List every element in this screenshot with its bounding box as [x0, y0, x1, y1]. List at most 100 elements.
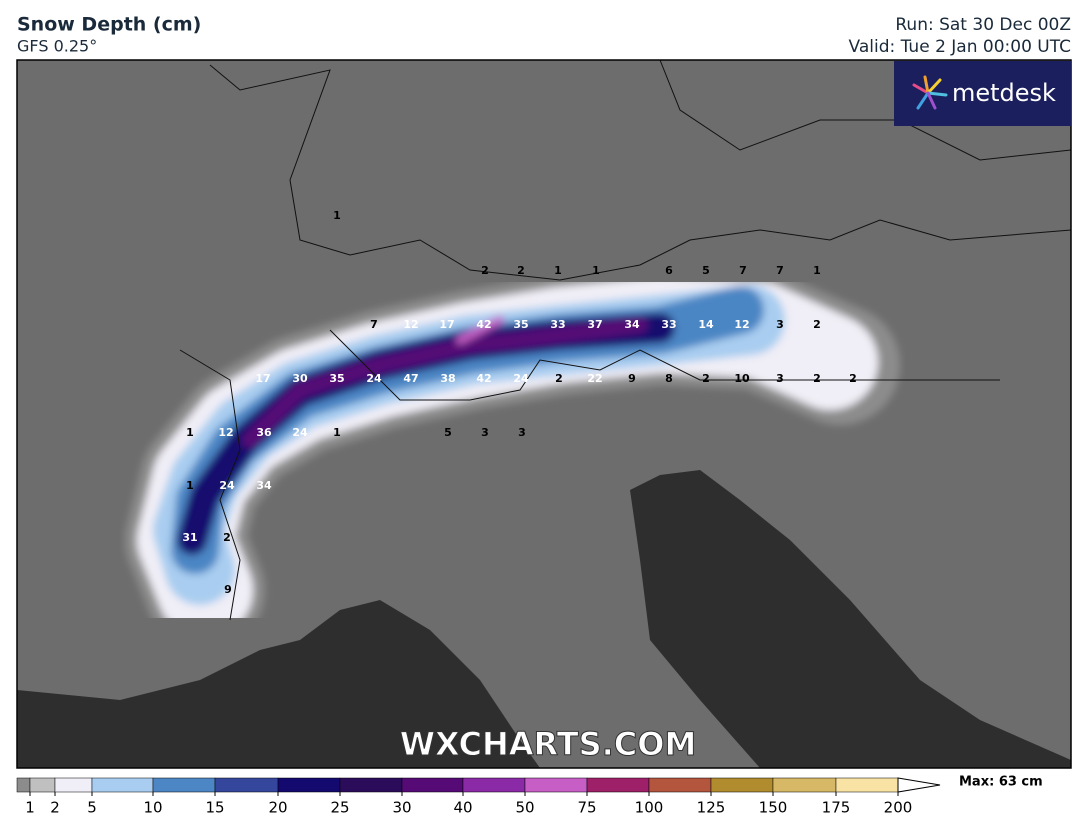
colorbar-tick-label: 50	[515, 799, 534, 817]
valid-time: Valid: Tue 2 Jan 00:00 UTC	[849, 37, 1071, 57]
point-label: 24	[366, 372, 382, 385]
point-label: 2	[481, 264, 489, 277]
colorbar-tick-label: 100	[635, 799, 664, 817]
point-label: 24	[292, 426, 308, 439]
colorbar-arrow	[897, 777, 941, 793]
point-label: 34	[256, 479, 272, 492]
point-label: 2	[555, 372, 563, 385]
adriatic-sea	[630, 470, 1071, 768]
logo-box	[894, 61, 1071, 126]
logo-icon	[912, 75, 948, 110]
point-label: 17	[255, 372, 270, 385]
point-label: 42	[476, 372, 491, 385]
colorbar-swatch	[214, 777, 279, 793]
colorbar-tick-label: 1	[25, 799, 35, 817]
colorbar-swatch	[835, 777, 899, 793]
colorbar-swatch	[462, 777, 526, 793]
colorbar-tick-label: 200	[884, 799, 913, 817]
point-label: 12	[218, 426, 233, 439]
point-label: 24	[219, 479, 235, 492]
point-label: 12	[403, 318, 418, 331]
map-frame	[16, 59, 1072, 769]
mediterranean-sea	[17, 600, 540, 768]
point-label: 3	[776, 372, 784, 385]
title: Snow Depth (cm)	[17, 14, 201, 36]
point-label: 3	[776, 318, 784, 331]
point-label: 10	[734, 372, 750, 385]
point-label: 2	[517, 264, 525, 277]
colorbar-swatch	[152, 777, 216, 793]
point-label: 1	[554, 264, 562, 277]
colorbar-tick-label: 2	[50, 799, 60, 817]
model: GFS 0.25°	[17, 37, 97, 56]
point-label: 35	[329, 372, 344, 385]
point-label: 2	[813, 372, 821, 385]
point-label: 42	[476, 318, 491, 331]
colorbar-tick-label: 40	[453, 799, 472, 817]
point-label: 2	[849, 372, 857, 385]
point-label: 36	[256, 426, 272, 439]
colorbar-swatch	[54, 777, 93, 793]
run-time: Run: Sat 30 Dec 00Z	[895, 15, 1071, 35]
colorbar: 1 2 5 10 15 20 25 30 40 50 75 100 125 150 175 200	[16, 777, 941, 817]
point-label: 9	[628, 372, 636, 385]
point-label: 1	[186, 426, 194, 439]
colorbar-tick-label: 20	[268, 799, 287, 817]
colorbar-tick-label: 75	[577, 799, 596, 817]
colorbar-swatch	[16, 777, 31, 793]
colorbar-swatch	[648, 777, 712, 793]
max-label: Max: 63 cm	[959, 775, 1043, 790]
point-label: 7	[776, 264, 784, 277]
colorbar-swatch	[524, 777, 588, 793]
colorbar-tick-label: 5	[87, 799, 97, 817]
point-label: 17	[439, 318, 454, 331]
colorbar-swatch	[277, 777, 341, 793]
point-label: 1	[592, 264, 600, 277]
point-label: 38	[440, 372, 455, 385]
point-label: 5	[444, 426, 452, 439]
point-label: 7	[739, 264, 747, 277]
point-label: 30	[292, 372, 308, 385]
logo-text: metdesk	[952, 79, 1056, 107]
point-label: 1	[813, 264, 821, 277]
colorbar-swatch	[401, 777, 464, 793]
colorbar-swatch	[91, 777, 154, 793]
point-label: 31	[182, 531, 197, 544]
colorbar-tick-label: 10	[143, 799, 162, 817]
point-label: 2	[702, 372, 710, 385]
snow-field	[125, 265, 900, 650]
point-label: 33	[550, 318, 565, 331]
point-label: 35	[513, 318, 528, 331]
point-label: 3	[518, 426, 526, 439]
colorbar-swatch	[29, 777, 56, 793]
colorbar-swatch	[710, 777, 774, 793]
colorbar-tick-label: 15	[205, 799, 224, 817]
point-label: 14	[698, 318, 714, 331]
point-label: 33	[661, 318, 676, 331]
point-label: 6	[665, 264, 673, 277]
colorbar-tick-label: 125	[697, 799, 726, 817]
borders	[179, 60, 1071, 621]
point-label: 1	[333, 209, 341, 222]
point-label: 8	[665, 372, 673, 385]
point-labels: 12 2 1 1 6 5 7 7 17 12 17 42 35 33 37 34 33 14 12 3 217 30 35 2…	[182, 209, 856, 596]
point-label: 22	[587, 372, 602, 385]
point-label: 9	[224, 583, 232, 596]
colorbar-tick-label: 30	[392, 799, 411, 817]
colorbar-tick-label: 25	[330, 799, 349, 817]
point-label: 24	[513, 372, 529, 385]
point-label: 1	[333, 426, 341, 439]
colorbar-swatch	[339, 777, 403, 793]
map	[17, 60, 1071, 768]
colorbar-swatch	[586, 777, 650, 793]
point-label: 3	[481, 426, 489, 439]
colorbar-swatch	[772, 777, 837, 793]
point-label: 37	[587, 318, 602, 331]
point-label: 34	[624, 318, 640, 331]
land	[17, 60, 1071, 768]
colorbar-tick-label: 175	[822, 799, 851, 817]
point-label: 12	[734, 318, 749, 331]
point-label: 2	[813, 318, 821, 331]
